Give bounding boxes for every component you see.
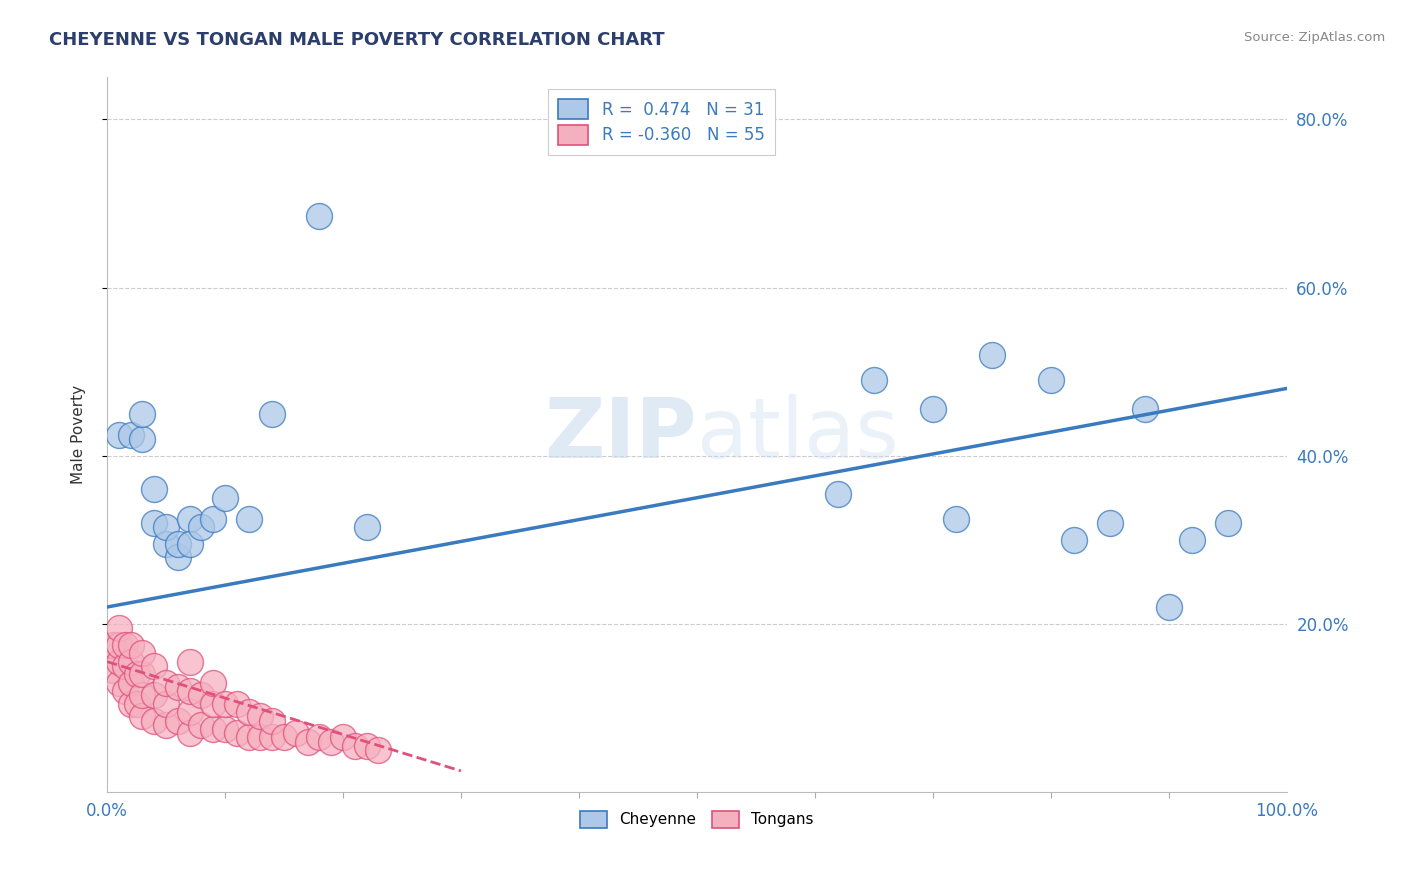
Point bbox=[131, 646, 153, 660]
Point bbox=[214, 697, 236, 711]
Point bbox=[827, 486, 849, 500]
Point bbox=[179, 537, 201, 551]
Text: atlas: atlas bbox=[697, 394, 898, 475]
Point bbox=[114, 658, 136, 673]
Point bbox=[190, 520, 212, 534]
Point bbox=[179, 705, 201, 719]
Point bbox=[120, 427, 142, 442]
Point bbox=[249, 709, 271, 723]
Point bbox=[214, 491, 236, 505]
Legend: Cheyenne, Tongans: Cheyenne, Tongans bbox=[574, 805, 820, 834]
Point bbox=[166, 714, 188, 728]
Point bbox=[166, 537, 188, 551]
Text: CHEYENNE VS TONGAN MALE POVERTY CORRELATION CHART: CHEYENNE VS TONGAN MALE POVERTY CORRELAT… bbox=[49, 31, 665, 49]
Text: ZIP: ZIP bbox=[544, 394, 697, 475]
Point bbox=[297, 734, 319, 748]
Point bbox=[238, 705, 260, 719]
Point bbox=[921, 402, 943, 417]
Point bbox=[238, 731, 260, 745]
Point bbox=[225, 726, 247, 740]
Point bbox=[155, 675, 177, 690]
Point bbox=[155, 537, 177, 551]
Point bbox=[120, 638, 142, 652]
Point bbox=[101, 663, 124, 677]
Point bbox=[108, 675, 131, 690]
Point bbox=[321, 734, 343, 748]
Point bbox=[202, 697, 225, 711]
Point bbox=[101, 638, 124, 652]
Point bbox=[143, 688, 166, 702]
Point bbox=[262, 731, 284, 745]
Point bbox=[202, 512, 225, 526]
Point bbox=[214, 722, 236, 736]
Point bbox=[166, 680, 188, 694]
Point bbox=[179, 726, 201, 740]
Point bbox=[249, 731, 271, 745]
Point bbox=[143, 516, 166, 530]
Point bbox=[1133, 402, 1156, 417]
Point bbox=[1063, 533, 1085, 547]
Point bbox=[202, 722, 225, 736]
Point bbox=[262, 714, 284, 728]
Point bbox=[179, 684, 201, 698]
Point bbox=[1039, 373, 1062, 387]
Text: Source: ZipAtlas.com: Source: ZipAtlas.com bbox=[1244, 31, 1385, 45]
Point bbox=[143, 483, 166, 497]
Point bbox=[120, 675, 142, 690]
Point bbox=[125, 697, 148, 711]
Point bbox=[120, 697, 142, 711]
Point bbox=[155, 717, 177, 731]
Point bbox=[1157, 600, 1180, 615]
Point bbox=[155, 520, 177, 534]
Point bbox=[225, 697, 247, 711]
Point bbox=[114, 684, 136, 698]
Point bbox=[332, 731, 354, 745]
Point bbox=[1216, 516, 1239, 530]
Point bbox=[273, 731, 295, 745]
Point bbox=[131, 667, 153, 681]
Point bbox=[125, 667, 148, 681]
Point bbox=[262, 407, 284, 421]
Point bbox=[343, 739, 366, 753]
Point bbox=[131, 709, 153, 723]
Point bbox=[108, 427, 131, 442]
Point bbox=[120, 655, 142, 669]
Point bbox=[108, 655, 131, 669]
Point bbox=[131, 407, 153, 421]
Point bbox=[190, 717, 212, 731]
Point bbox=[945, 512, 967, 526]
Point bbox=[1181, 533, 1204, 547]
Point bbox=[980, 348, 1002, 362]
Point bbox=[131, 688, 153, 702]
Point bbox=[143, 658, 166, 673]
Point bbox=[367, 743, 389, 757]
Point bbox=[308, 731, 330, 745]
Point bbox=[202, 675, 225, 690]
Point bbox=[284, 726, 307, 740]
Point bbox=[862, 373, 884, 387]
Point bbox=[179, 655, 201, 669]
Point bbox=[308, 209, 330, 223]
Point bbox=[238, 512, 260, 526]
Y-axis label: Male Poverty: Male Poverty bbox=[72, 385, 86, 484]
Point bbox=[131, 432, 153, 446]
Point bbox=[179, 512, 201, 526]
Point bbox=[356, 739, 378, 753]
Point bbox=[114, 638, 136, 652]
Point bbox=[108, 621, 131, 635]
Point bbox=[356, 520, 378, 534]
Point bbox=[108, 638, 131, 652]
Point bbox=[190, 688, 212, 702]
Point bbox=[166, 549, 188, 564]
Point bbox=[1098, 516, 1121, 530]
Point bbox=[155, 697, 177, 711]
Point bbox=[143, 714, 166, 728]
